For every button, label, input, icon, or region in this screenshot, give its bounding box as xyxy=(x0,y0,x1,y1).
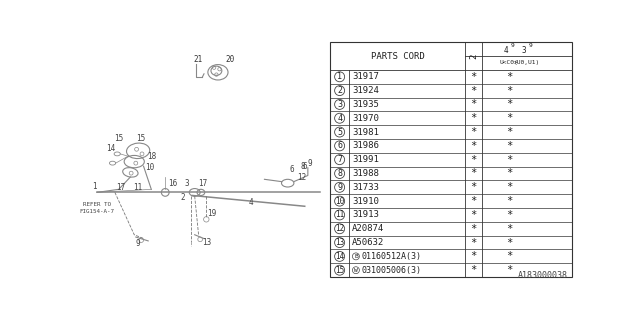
Text: W: W xyxy=(354,268,358,273)
Text: *: * xyxy=(470,100,477,109)
Text: 31981: 31981 xyxy=(352,128,379,137)
Text: (U0,U1): (U0,U1) xyxy=(514,60,540,66)
Text: REFER TO
FIG154-A-7: REFER TO FIG154-A-7 xyxy=(79,203,115,214)
Text: 2: 2 xyxy=(180,193,184,202)
Text: 31924: 31924 xyxy=(352,86,379,95)
Text: *: * xyxy=(506,72,512,82)
Text: 12: 12 xyxy=(335,224,344,233)
Text: 14: 14 xyxy=(106,144,116,153)
Text: *: * xyxy=(470,252,477,261)
Text: 16: 16 xyxy=(168,179,178,188)
Text: *: * xyxy=(506,141,512,151)
Text: 6: 6 xyxy=(337,141,342,150)
Text: 9: 9 xyxy=(135,239,140,248)
Text: 31917: 31917 xyxy=(352,72,379,81)
Text: 8: 8 xyxy=(301,162,305,171)
Text: 31913: 31913 xyxy=(352,211,379,220)
Text: *: * xyxy=(470,265,477,275)
Text: 1: 1 xyxy=(92,182,96,191)
Text: 4: 4 xyxy=(504,46,508,55)
Text: 17: 17 xyxy=(198,179,207,188)
Text: *: * xyxy=(470,224,477,234)
Text: 9: 9 xyxy=(511,43,514,48)
Text: 20: 20 xyxy=(226,54,235,63)
Text: 18: 18 xyxy=(147,152,156,161)
Text: *: * xyxy=(506,210,512,220)
Text: 31988: 31988 xyxy=(352,169,379,178)
Text: *: * xyxy=(470,86,477,96)
Text: *: * xyxy=(506,182,512,192)
Text: *: * xyxy=(506,265,512,275)
Text: 10: 10 xyxy=(145,163,154,172)
Text: 4: 4 xyxy=(337,114,342,123)
Text: *: * xyxy=(506,196,512,206)
Text: *: * xyxy=(506,169,512,179)
Text: *: * xyxy=(506,113,512,123)
Text: 10: 10 xyxy=(335,196,344,206)
Text: 31910: 31910 xyxy=(352,196,379,206)
Text: 031005006(3): 031005006(3) xyxy=(362,266,421,275)
Text: 3: 3 xyxy=(184,179,189,188)
Text: 21: 21 xyxy=(193,54,202,63)
Text: A50632: A50632 xyxy=(352,238,384,247)
Text: *: * xyxy=(506,100,512,109)
Text: A20874: A20874 xyxy=(352,224,384,233)
Text: 15: 15 xyxy=(136,134,145,143)
Text: 15: 15 xyxy=(335,266,344,275)
Text: 6: 6 xyxy=(303,163,307,172)
Text: 11: 11 xyxy=(134,182,143,191)
Text: *: * xyxy=(506,252,512,261)
Text: 31970: 31970 xyxy=(352,114,379,123)
Text: 14: 14 xyxy=(335,252,344,261)
Text: *: * xyxy=(506,155,512,165)
Text: *: * xyxy=(506,237,512,248)
Text: 15: 15 xyxy=(114,134,124,143)
Text: *: * xyxy=(470,182,477,192)
Text: 3: 3 xyxy=(522,46,526,55)
Text: 7: 7 xyxy=(337,155,342,164)
Text: *: * xyxy=(470,196,477,206)
Text: 6: 6 xyxy=(289,165,294,174)
Text: 31991: 31991 xyxy=(352,155,379,164)
Text: 5: 5 xyxy=(337,128,342,137)
Text: 13: 13 xyxy=(202,238,212,247)
Text: 17: 17 xyxy=(116,182,125,191)
Text: PARTS CORD: PARTS CORD xyxy=(371,52,424,60)
Text: 31733: 31733 xyxy=(352,183,379,192)
Text: *: * xyxy=(470,72,477,82)
Text: *: * xyxy=(470,237,477,248)
Text: 12: 12 xyxy=(297,172,307,181)
Text: 9: 9 xyxy=(529,43,532,48)
Text: *: * xyxy=(470,141,477,151)
Text: 1: 1 xyxy=(337,72,342,81)
Text: 9: 9 xyxy=(307,159,312,168)
Text: 19: 19 xyxy=(207,210,216,219)
Text: 11: 11 xyxy=(335,211,344,220)
Text: 01160512A(3): 01160512A(3) xyxy=(362,252,421,261)
Text: 8: 8 xyxy=(337,169,342,178)
Text: 31986: 31986 xyxy=(352,141,379,150)
Text: *: * xyxy=(506,86,512,96)
Text: *: * xyxy=(470,113,477,123)
Text: *: * xyxy=(470,127,477,137)
Text: B: B xyxy=(354,254,358,259)
Text: U<C0>: U<C0> xyxy=(500,60,518,66)
Text: 9: 9 xyxy=(337,183,342,192)
Text: *: * xyxy=(506,224,512,234)
Text: *: * xyxy=(506,127,512,137)
Text: *: * xyxy=(470,155,477,165)
Bar xyxy=(330,42,572,277)
Text: 2: 2 xyxy=(337,86,342,95)
Text: A183000038: A183000038 xyxy=(518,271,568,280)
Text: *: * xyxy=(470,210,477,220)
Text: *: * xyxy=(470,169,477,179)
Text: 4: 4 xyxy=(248,198,253,207)
Text: 2: 2 xyxy=(469,53,478,59)
Text: 3: 3 xyxy=(337,100,342,109)
Text: 13: 13 xyxy=(335,238,344,247)
Text: 31935: 31935 xyxy=(352,100,379,109)
